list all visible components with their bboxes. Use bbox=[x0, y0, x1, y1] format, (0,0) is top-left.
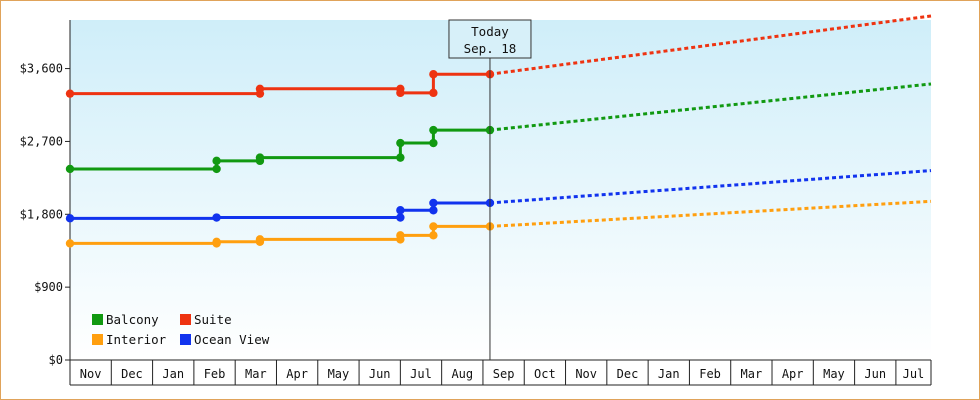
legend-item-ocean-view: Ocean View bbox=[180, 332, 270, 347]
x-tick-label: Mar bbox=[741, 367, 763, 381]
data-point bbox=[65, 89, 75, 98]
data-point bbox=[65, 239, 75, 248]
series-interior bbox=[65, 199, 932, 248]
data-point bbox=[429, 222, 438, 231]
x-tick-label: Sep bbox=[493, 367, 515, 381]
series-suite bbox=[65, 14, 932, 98]
data-point bbox=[65, 214, 75, 223]
data-point bbox=[429, 138, 438, 148]
legend-item-balcony: Balcony bbox=[92, 312, 159, 327]
x-tick-label: Jan bbox=[162, 367, 184, 381]
data-point bbox=[212, 237, 221, 247]
series-layer bbox=[65, 14, 932, 248]
data-point bbox=[212, 213, 221, 222]
x-tick-label: Aug bbox=[451, 367, 473, 381]
x-tick-label: Jan bbox=[658, 367, 680, 381]
x-tick-label: Jun bbox=[864, 367, 886, 381]
data-point bbox=[429, 70, 438, 79]
x-tick-label: Nov bbox=[575, 367, 597, 381]
today-date: Sep. 18 bbox=[464, 41, 517, 56]
x-tick-label: Apr bbox=[286, 367, 308, 381]
data-point bbox=[396, 213, 405, 222]
legend-swatch bbox=[92, 314, 103, 325]
x-tick-label: Mar bbox=[245, 367, 267, 381]
data-point bbox=[255, 153, 265, 162]
data-point bbox=[396, 206, 405, 215]
x-tick-label: Jun bbox=[369, 367, 391, 381]
data-point bbox=[65, 164, 75, 174]
data-point bbox=[429, 231, 438, 240]
series-balcony bbox=[65, 82, 932, 174]
today-box bbox=[448, 19, 532, 59]
y-tick-label: $1,800 bbox=[20, 207, 63, 221]
x-tick-label: Feb bbox=[699, 367, 721, 381]
legend-label: Ocean View bbox=[194, 332, 270, 347]
x-tick-label: May bbox=[823, 367, 845, 381]
y-tick-label: $0 bbox=[49, 353, 63, 367]
data-point bbox=[212, 156, 221, 166]
series-forecast-line bbox=[489, 169, 932, 205]
today-marker: Today Sep. 18 bbox=[448, 19, 532, 360]
data-point bbox=[396, 88, 405, 98]
data-point bbox=[429, 125, 438, 135]
legend-swatch bbox=[180, 334, 191, 345]
today-label: Today bbox=[471, 24, 509, 39]
series-forecast-line bbox=[489, 82, 932, 132]
data-point bbox=[255, 235, 265, 244]
series-forecast-line bbox=[489, 199, 932, 228]
y-tick-label: $3,600 bbox=[20, 62, 63, 76]
x-tick-label: Oct bbox=[534, 367, 556, 381]
data-point bbox=[255, 84, 265, 94]
data-point bbox=[396, 138, 405, 148]
series-ocean-view bbox=[65, 169, 932, 223]
legend-swatch bbox=[180, 314, 191, 325]
data-point bbox=[429, 198, 438, 208]
plot-area bbox=[70, 20, 931, 360]
legend-label: Suite bbox=[194, 312, 232, 327]
x-axis: Nov Dec Jan Feb Mar Apr May Jun Jul Aug Sep Oct Nov D… bbox=[69, 359, 932, 386]
data-point bbox=[212, 164, 221, 174]
legend-swatch bbox=[92, 334, 103, 345]
legend-label: Interior bbox=[106, 332, 167, 347]
x-tick-label: Nov bbox=[80, 367, 102, 381]
x-tick-label: Dec bbox=[617, 367, 639, 381]
x-tick-label: Dec bbox=[121, 367, 143, 381]
data-point bbox=[396, 231, 405, 240]
x-tick-label: May bbox=[328, 367, 350, 381]
data-point bbox=[429, 88, 438, 98]
y-axis: $0 $900 $1,800 $2,700 $3,600 bbox=[20, 20, 71, 367]
legend-label: Balcony bbox=[106, 312, 159, 327]
legend-item-interior: Interior bbox=[92, 332, 167, 347]
x-tick-label: Apr bbox=[782, 367, 804, 381]
y-tick-label: $2,700 bbox=[20, 134, 63, 148]
x-tick-label: Feb bbox=[204, 367, 226, 381]
data-point bbox=[429, 206, 438, 215]
y-tick-label: $900 bbox=[34, 280, 63, 294]
x-tick-label: Jul bbox=[410, 367, 432, 381]
x-tick-label: Jul bbox=[903, 367, 925, 381]
legend: Balcony Suite Interior Ocean View bbox=[92, 312, 270, 347]
legend-item-suite: Suite bbox=[180, 312, 232, 327]
data-point bbox=[396, 153, 405, 162]
